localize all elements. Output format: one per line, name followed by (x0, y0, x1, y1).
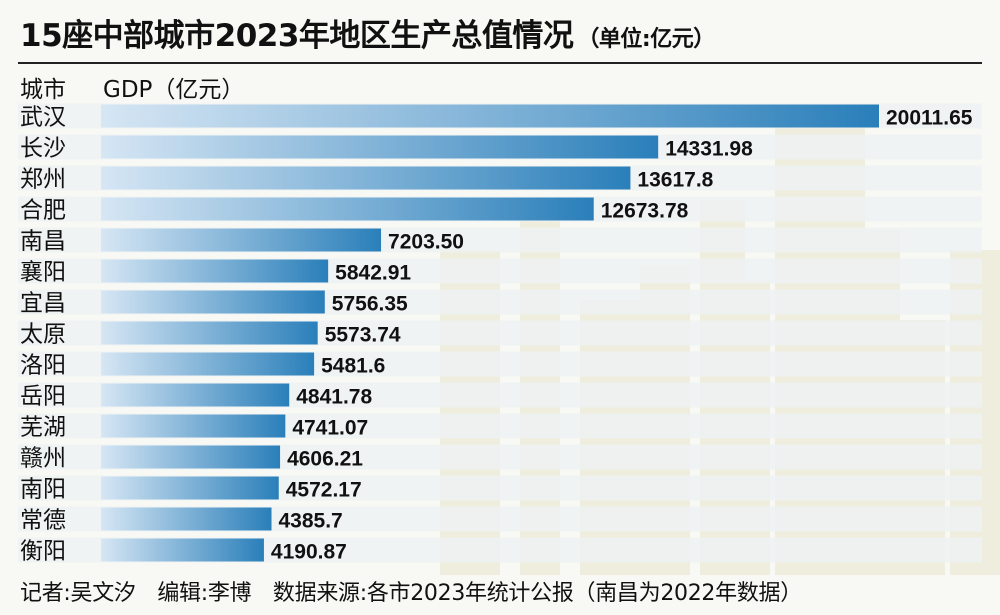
category-label: 南阳 (20, 477, 66, 503)
category-label: 南昌 (20, 229, 66, 255)
value-label: 5842.91 (335, 262, 411, 285)
category-label: 太原 (20, 322, 66, 348)
value-label: 4572.17 (286, 479, 362, 502)
title-divider (18, 62, 982, 64)
bar-8 (101, 321, 318, 345)
value-label: 14331.98 (665, 138, 753, 161)
bar-6 (101, 259, 329, 283)
category-label: 郑州 (20, 167, 66, 193)
category-label: 宜昌 (20, 291, 66, 317)
value-label: 13617.8 (637, 169, 713, 192)
bar-7 (101, 290, 325, 314)
value-label: 7203.50 (388, 231, 464, 254)
category-label: 芜湖 (20, 415, 66, 441)
value-label: 4606.21 (287, 448, 363, 471)
category-label: 赣州 (20, 446, 66, 472)
bar-12 (101, 445, 281, 469)
value-label: 5756.35 (332, 293, 408, 316)
value-label: 5573.74 (325, 324, 401, 347)
bar-3 (101, 166, 631, 190)
category-label: 岳阳 (20, 384, 66, 410)
bar-5 (101, 228, 382, 252)
value-labels: 20011.65 14331.98 13617.8 12673.78 7203.50 58… (271, 107, 973, 564)
value-label: 20011.65 (886, 107, 973, 130)
category-label: 洛阳 (20, 353, 66, 379)
bars (101, 104, 879, 562)
bar-14 (101, 507, 272, 531)
bar-4 (101, 197, 594, 221)
value-label: 4190.87 (271, 541, 347, 564)
value-label: 4841.78 (296, 386, 372, 409)
value-label: 12673.78 (601, 200, 689, 223)
chart-title: 15座中部城市2023年地区生产总值情况 （单位:亿元） (20, 10, 715, 55)
gdp-column-header: GDP（亿元） (103, 77, 245, 103)
category-label: 衡阳 (20, 539, 66, 565)
title-unit: （单位:亿元） (577, 27, 715, 52)
bar-11 (101, 414, 286, 438)
category-label: 长沙 (20, 136, 66, 162)
value-label: 4385.7 (279, 510, 343, 533)
title-text: 15座中部城市2023年地区生产总值情况 (20, 18, 574, 54)
category-label: 武汉 (20, 105, 66, 131)
value-label: 5481.6 (321, 355, 385, 378)
value-label: 4741.07 (292, 417, 368, 440)
bar-15 (101, 538, 264, 562)
category-label: 襄阳 (20, 260, 66, 286)
bar-9 (101, 352, 315, 376)
bar-1 (101, 104, 879, 128)
category-label: 常德 (20, 508, 66, 534)
category-label: 合肥 (20, 198, 66, 224)
city-column-header: 城市 (20, 77, 66, 103)
bar-2 (101, 135, 659, 159)
bar-13 (101, 476, 279, 500)
source-footer: 记者:吴文汐 编辑:李博 数据来源:各市2023年统计公报（南昌为2022年数据… (20, 581, 802, 606)
bar-10 (101, 383, 290, 407)
